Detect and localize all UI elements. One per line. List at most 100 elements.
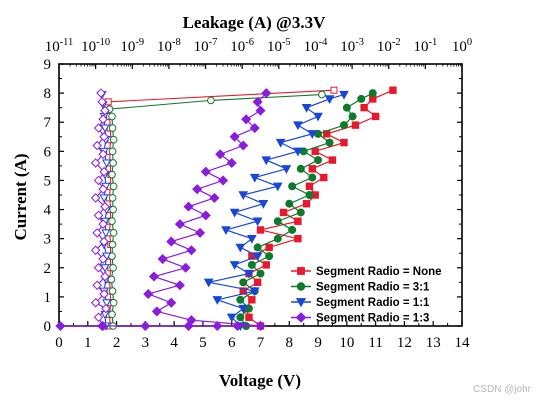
diamond-marker <box>98 254 108 264</box>
triangle-marker <box>212 296 223 305</box>
triangle-marker <box>252 252 263 262</box>
circle-marker <box>207 96 215 105</box>
triangle-marker <box>247 234 257 244</box>
circle-marker <box>236 313 245 322</box>
square-marker <box>330 86 338 94</box>
diamond-marker <box>97 320 108 332</box>
x-tick-label: 4 <box>170 335 178 351</box>
diamond-marker <box>209 192 220 203</box>
y-tick-label: 1 <box>44 290 52 306</box>
diamond-marker <box>98 114 108 125</box>
square-marker <box>389 86 397 94</box>
y-tick-label: 8 <box>44 86 52 102</box>
triangle-marker <box>229 261 240 270</box>
triangle-marker <box>203 278 214 288</box>
triangle-marker <box>281 165 292 174</box>
circle-marker <box>108 147 117 156</box>
diamond-marker <box>200 166 211 177</box>
x-tick-label: 12 <box>397 335 412 351</box>
circle-marker <box>265 252 274 261</box>
diamond-marker <box>143 288 154 300</box>
legend-label: Segment Radio = 3:1 <box>316 282 430 294</box>
top-tick-label: 10-2 <box>377 37 401 55</box>
circle-marker <box>357 94 366 103</box>
circle-marker <box>342 103 351 112</box>
legend: Segment Radio = None Segment Radio = 3:1 S… <box>291 266 442 325</box>
legend-label: Segment Radio = None <box>316 266 442 278</box>
y-tick-label: 0 <box>44 319 52 335</box>
diamond-marker <box>99 166 109 177</box>
x-tick-label: 2 <box>113 335 121 351</box>
square-marker <box>305 182 314 190</box>
top-tick-label: 10-9 <box>120 37 144 55</box>
triangle-marker <box>339 90 349 100</box>
square-marker <box>297 267 305 275</box>
diamond-marker <box>261 88 272 99</box>
circle-marker <box>285 199 294 208</box>
x-axis-title: Voltage (V) <box>219 371 301 390</box>
triangle-marker <box>261 156 272 166</box>
circle-marker <box>308 173 317 182</box>
diamond-marker <box>90 245 101 256</box>
triangle-marker <box>244 269 254 279</box>
x-tick-label: 6 <box>228 335 236 351</box>
square-marker <box>245 313 253 321</box>
square-marker <box>371 112 380 121</box>
y-tick-label: 3 <box>44 232 52 248</box>
circle-marker <box>253 243 262 252</box>
circle-marker <box>256 269 265 278</box>
diamond-marker <box>100 201 110 212</box>
diamond-marker <box>166 236 177 247</box>
diamond-marker <box>100 105 110 116</box>
circle-marker <box>109 205 117 214</box>
iv-line <box>208 93 345 327</box>
y-tick-label: 4 <box>44 203 52 219</box>
circle-marker <box>273 217 282 226</box>
triangle-marker <box>307 130 318 139</box>
circle-marker <box>108 170 116 179</box>
triangle-marker <box>99 194 109 203</box>
diamond-marker <box>148 271 160 282</box>
top-tick-label: 100 <box>452 37 472 55</box>
circle-marker <box>273 234 282 243</box>
diamond-marker <box>252 96 263 107</box>
diamond-marker <box>195 227 206 238</box>
diamond-marker <box>93 175 104 186</box>
square-marker <box>328 156 337 164</box>
circle-marker <box>339 121 348 130</box>
diamond-marker <box>186 315 197 326</box>
triangle-marker <box>238 304 249 314</box>
circle-marker <box>348 112 357 121</box>
circle-marker <box>108 287 117 295</box>
circle-marker <box>108 240 117 249</box>
square-marker <box>320 173 328 182</box>
diamond-marker <box>98 219 108 229</box>
top-tick-label: 10-8 <box>157 37 181 55</box>
circle-marker <box>109 182 118 191</box>
diamond-marker <box>200 210 211 221</box>
square-marker <box>311 147 319 156</box>
leakage-line <box>108 94 322 327</box>
diamond-marker <box>99 132 109 142</box>
x-tick-label: 7 <box>257 335 265 351</box>
y-tick-label: 6 <box>44 144 52 160</box>
diamond-marker <box>295 312 307 323</box>
diamond-marker <box>186 245 197 256</box>
triangle-marker <box>272 182 283 192</box>
circle-marker <box>109 229 118 237</box>
x-tick-label: 10 <box>339 335 354 351</box>
circle-marker <box>325 138 334 147</box>
diamond-marker <box>98 149 108 160</box>
diamond-marker <box>255 105 266 116</box>
diamond-marker <box>92 228 102 238</box>
top-tick-label: 10-5 <box>267 37 291 55</box>
diamond-marker <box>157 254 168 265</box>
square-marker <box>265 243 273 252</box>
iv-series-diamond <box>55 88 272 332</box>
legend-item: Segment Radio = None <box>291 266 442 278</box>
x-tick-label: 9 <box>314 335 322 351</box>
diamond-marker <box>218 175 229 186</box>
iv-series-circle <box>236 89 377 330</box>
x-tick-label: 5 <box>199 335 207 351</box>
